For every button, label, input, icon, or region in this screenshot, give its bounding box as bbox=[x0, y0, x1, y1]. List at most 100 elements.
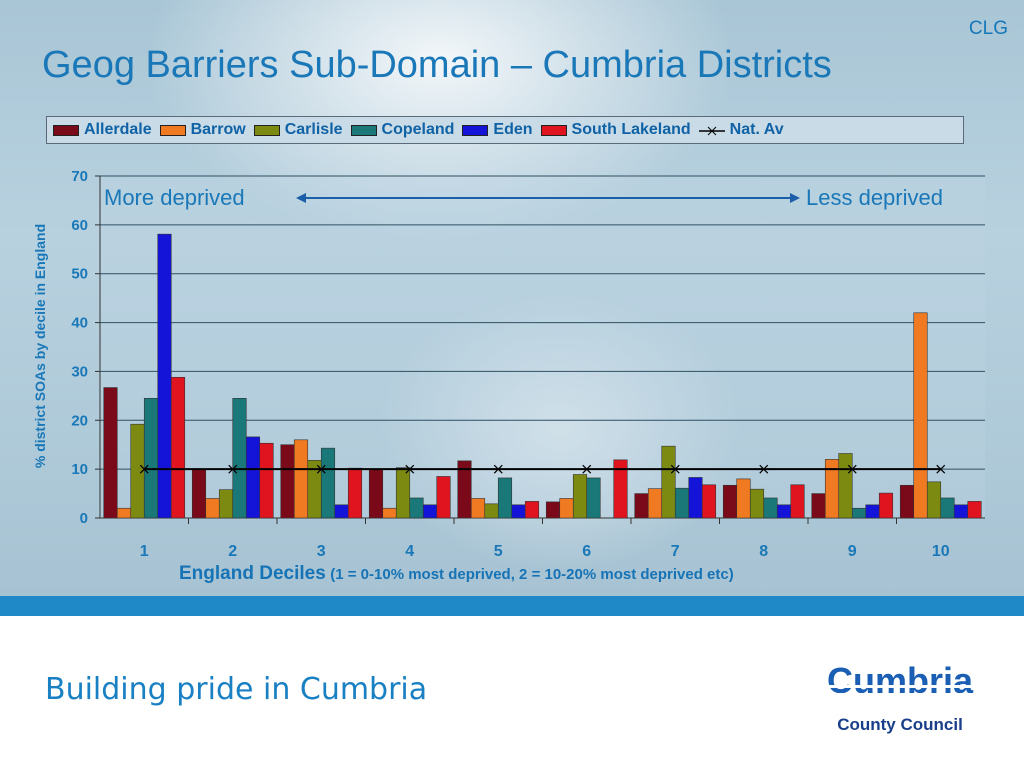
y-tick-label: 30 bbox=[71, 363, 88, 380]
bar bbox=[634, 493, 649, 519]
x-tick-label: 8 bbox=[759, 543, 768, 560]
bar bbox=[926, 481, 942, 519]
bar bbox=[524, 501, 540, 519]
bar bbox=[913, 312, 928, 519]
national-average-point bbox=[936, 464, 946, 474]
bar bbox=[559, 498, 574, 519]
bar bbox=[865, 504, 880, 519]
bar bbox=[511, 504, 526, 519]
legend-swatch bbox=[53, 124, 79, 136]
national-average-point bbox=[405, 464, 415, 474]
legend-swatch bbox=[540, 124, 567, 136]
legend-swatch bbox=[350, 124, 377, 136]
national-average-point bbox=[670, 464, 680, 474]
legend-label: Barrow bbox=[190, 121, 246, 138]
bar bbox=[851, 507, 867, 519]
bar bbox=[347, 467, 363, 519]
point-mark bbox=[670, 464, 680, 474]
bar bbox=[613, 459, 628, 519]
bar bbox=[103, 387, 118, 519]
point-mark bbox=[847, 464, 857, 474]
bar bbox=[701, 484, 717, 519]
bar bbox=[334, 504, 349, 519]
corner-label: CLG bbox=[968, 18, 1008, 39]
bar bbox=[232, 397, 247, 519]
x-tick-label: 10 bbox=[932, 543, 950, 560]
national-average-point bbox=[582, 464, 592, 474]
bar bbox=[191, 468, 207, 519]
point-mark bbox=[936, 464, 946, 474]
x-tick-label: 6 bbox=[582, 543, 591, 560]
national-average-point bbox=[139, 464, 149, 474]
x-tick-label: 3 bbox=[317, 543, 326, 560]
legend-line-marker bbox=[698, 124, 725, 136]
x-tick-label: 1 bbox=[140, 543, 149, 560]
point-mark bbox=[759, 464, 769, 474]
bar bbox=[790, 484, 805, 519]
x-tick-label: 7 bbox=[671, 543, 680, 560]
x-axis-label: England Deciles (1 = 0-10% most deprived… bbox=[179, 563, 734, 585]
point-mark bbox=[316, 464, 326, 474]
slide-title: Geog Barriers Sub-Domain – Cumbria Distr… bbox=[42, 44, 832, 86]
legend-label: Eden bbox=[493, 121, 533, 138]
bar bbox=[899, 484, 915, 519]
bar bbox=[661, 445, 676, 519]
bar bbox=[878, 492, 894, 519]
bar bbox=[545, 501, 561, 519]
bar bbox=[647, 488, 663, 519]
bar bbox=[280, 444, 295, 519]
y-tick-label: 10 bbox=[71, 461, 88, 478]
bar bbox=[157, 233, 172, 519]
blue-band bbox=[0, 596, 1024, 616]
y-tick-label: 40 bbox=[71, 315, 88, 332]
y-tick-label: 70 bbox=[71, 168, 88, 185]
more-deprived-label: More deprived bbox=[104, 185, 245, 210]
bar bbox=[967, 501, 982, 519]
y-tick-label: 60 bbox=[71, 217, 88, 234]
bar bbox=[470, 498, 486, 519]
legend-item: Eden bbox=[462, 121, 533, 139]
bar bbox=[422, 504, 438, 519]
bar bbox=[259, 442, 274, 519]
arrow-head-right bbox=[790, 193, 800, 203]
bar bbox=[143, 397, 159, 519]
y-tick-label: 50 bbox=[71, 266, 88, 283]
cumbria-logo: Cumbria County Council bbox=[810, 645, 990, 735]
x-tick-label: 9 bbox=[848, 543, 857, 560]
less-deprived-label: Less deprived bbox=[806, 185, 943, 210]
national-average-point bbox=[316, 464, 326, 474]
arrow-head-left bbox=[296, 193, 306, 203]
logo-graphic: Cumbria bbox=[818, 660, 982, 712]
bar bbox=[409, 497, 424, 519]
legend-label: Copeland bbox=[381, 121, 455, 138]
bar bbox=[940, 497, 955, 519]
bar bbox=[811, 493, 826, 519]
legend-label: South Lakeland bbox=[571, 121, 691, 138]
national-average-point bbox=[493, 464, 503, 474]
bar bbox=[293, 439, 309, 519]
legend-item: Copeland bbox=[350, 121, 455, 139]
bar bbox=[497, 477, 513, 519]
legend-swatch bbox=[462, 124, 489, 136]
point-mark bbox=[582, 464, 592, 474]
national-average-point bbox=[759, 464, 769, 474]
bar bbox=[763, 497, 778, 519]
bar bbox=[674, 487, 690, 519]
footer bbox=[0, 616, 1024, 768]
legend-label: Allerdale bbox=[84, 121, 152, 138]
x-tick-label: 4 bbox=[405, 543, 414, 560]
bar bbox=[205, 498, 220, 519]
bar bbox=[688, 477, 703, 519]
bar bbox=[586, 477, 601, 519]
point-mark bbox=[493, 464, 503, 474]
legend-item: Nat. Av bbox=[698, 121, 784, 139]
x-tick-label: 5 bbox=[494, 543, 503, 560]
legend-swatch bbox=[159, 124, 186, 136]
national-average-point bbox=[228, 464, 238, 474]
chart-legend: Allerdale Barrow Carlisle Copeland Eden South… bbox=[46, 116, 964, 144]
point-mark bbox=[139, 464, 149, 474]
bar-chart: 0 10 20 30 40 50 60 70 1 2 3 4 5 6 7 8 9 10 bbox=[71, 168, 985, 560]
bar bbox=[749, 488, 765, 519]
bar bbox=[170, 376, 186, 519]
point-mark bbox=[228, 464, 238, 474]
